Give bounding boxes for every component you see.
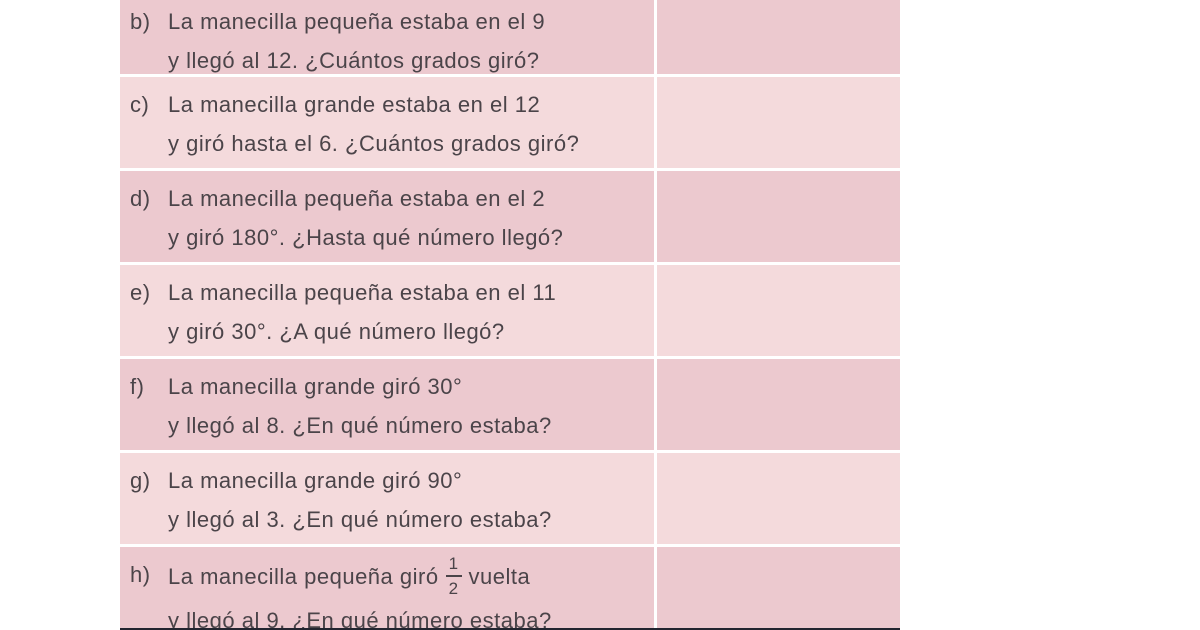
item-label: g) xyxy=(130,468,151,493)
question-line-2: y llegó al 12. ¿Cuántos grados giró? xyxy=(168,48,540,73)
question-line-1: La manecilla grande giró 90° xyxy=(168,468,463,493)
answer-cell xyxy=(657,359,900,450)
item-label: c) xyxy=(130,92,150,117)
item-label: h) xyxy=(130,562,151,587)
exercise-row-h: h) La manecilla pequeña giró 1 2 vuelta y l… xyxy=(120,547,900,628)
exercise-row-e: e) La manecilla pequeña estaba en el 11 … xyxy=(120,265,900,356)
answer-cell xyxy=(657,453,900,544)
answer-cell xyxy=(657,547,900,628)
question-line-1: La manecilla pequeña giró 1 2 vuelta xyxy=(168,555,648,601)
exercise-row-c: c) La manecilla grande estaba en el 12 y… xyxy=(120,77,900,168)
question-cell: d) La manecilla pequeña estaba en el 2 y… xyxy=(120,171,654,262)
question-line-1: La manecilla pequeña estaba en el 11 xyxy=(168,280,557,305)
question-line-2: y giró 30°. ¿A qué número llegó? xyxy=(168,319,505,344)
question-cell: c) La manecilla grande estaba en el 12 y… xyxy=(120,77,654,168)
exercise-table: b) La manecilla pequeña estaba en el 9 y… xyxy=(120,0,900,630)
question-line-1: La manecilla grande estaba en el 12 xyxy=(168,92,541,117)
exercise-row-f: f) La manecilla grande giró 30° y llegó … xyxy=(120,359,900,450)
question-cell: f) La manecilla grande giró 30° y llegó … xyxy=(120,359,654,450)
answer-cell xyxy=(657,77,900,168)
answer-cell xyxy=(657,171,900,262)
question-text-before-fraction: La manecilla pequeña giró xyxy=(168,563,439,589)
question-text-after-fraction: vuelta xyxy=(468,563,531,589)
fraction-denominator: 2 xyxy=(448,579,459,598)
item-label: b) xyxy=(130,9,151,34)
question-cell: g) La manecilla grande giró 90° y llegó … xyxy=(120,453,654,544)
question-line-1: La manecilla grande giró 30° xyxy=(168,374,463,399)
answer-cell xyxy=(657,265,900,356)
question-line-2: y llegó al 3. ¿En qué número estaba? xyxy=(168,507,552,532)
answer-cell xyxy=(657,0,900,74)
question-cell: b) La manecilla pequeña estaba en el 9 y… xyxy=(120,0,654,74)
exercise-row-b: b) La manecilla pequeña estaba en el 9 y… xyxy=(120,0,900,74)
question-line-1: La manecilla pequeña estaba en el 2 xyxy=(168,186,546,211)
question-cell: h) La manecilla pequeña giró 1 2 vuelta y l… xyxy=(120,547,654,628)
item-label: f) xyxy=(130,374,145,399)
item-label: e) xyxy=(130,280,151,305)
question-line-2: y giró 180°. ¿Hasta qué número llegó? xyxy=(168,225,564,250)
question-line-1: La manecilla pequeña estaba en el 9 xyxy=(168,9,546,34)
exercise-row-d: d) La manecilla pequeña estaba en el 2 y… xyxy=(120,171,900,262)
question-line-2: y llegó al 9. ¿En qué número estaba? xyxy=(168,608,552,628)
question-cell: e) La manecilla pequeña estaba en el 11 … xyxy=(120,265,654,356)
fraction-numerator: 1 xyxy=(445,555,462,577)
question-line-2: y llegó al 8. ¿En qué número estaba? xyxy=(168,413,552,438)
page-bottom-bar xyxy=(120,628,900,630)
item-label: d) xyxy=(130,186,151,211)
exercise-row-g: g) La manecilla grande giró 90° y llegó … xyxy=(120,453,900,544)
question-line-2: y giró hasta el 6. ¿Cuántos grados giró? xyxy=(168,131,580,156)
